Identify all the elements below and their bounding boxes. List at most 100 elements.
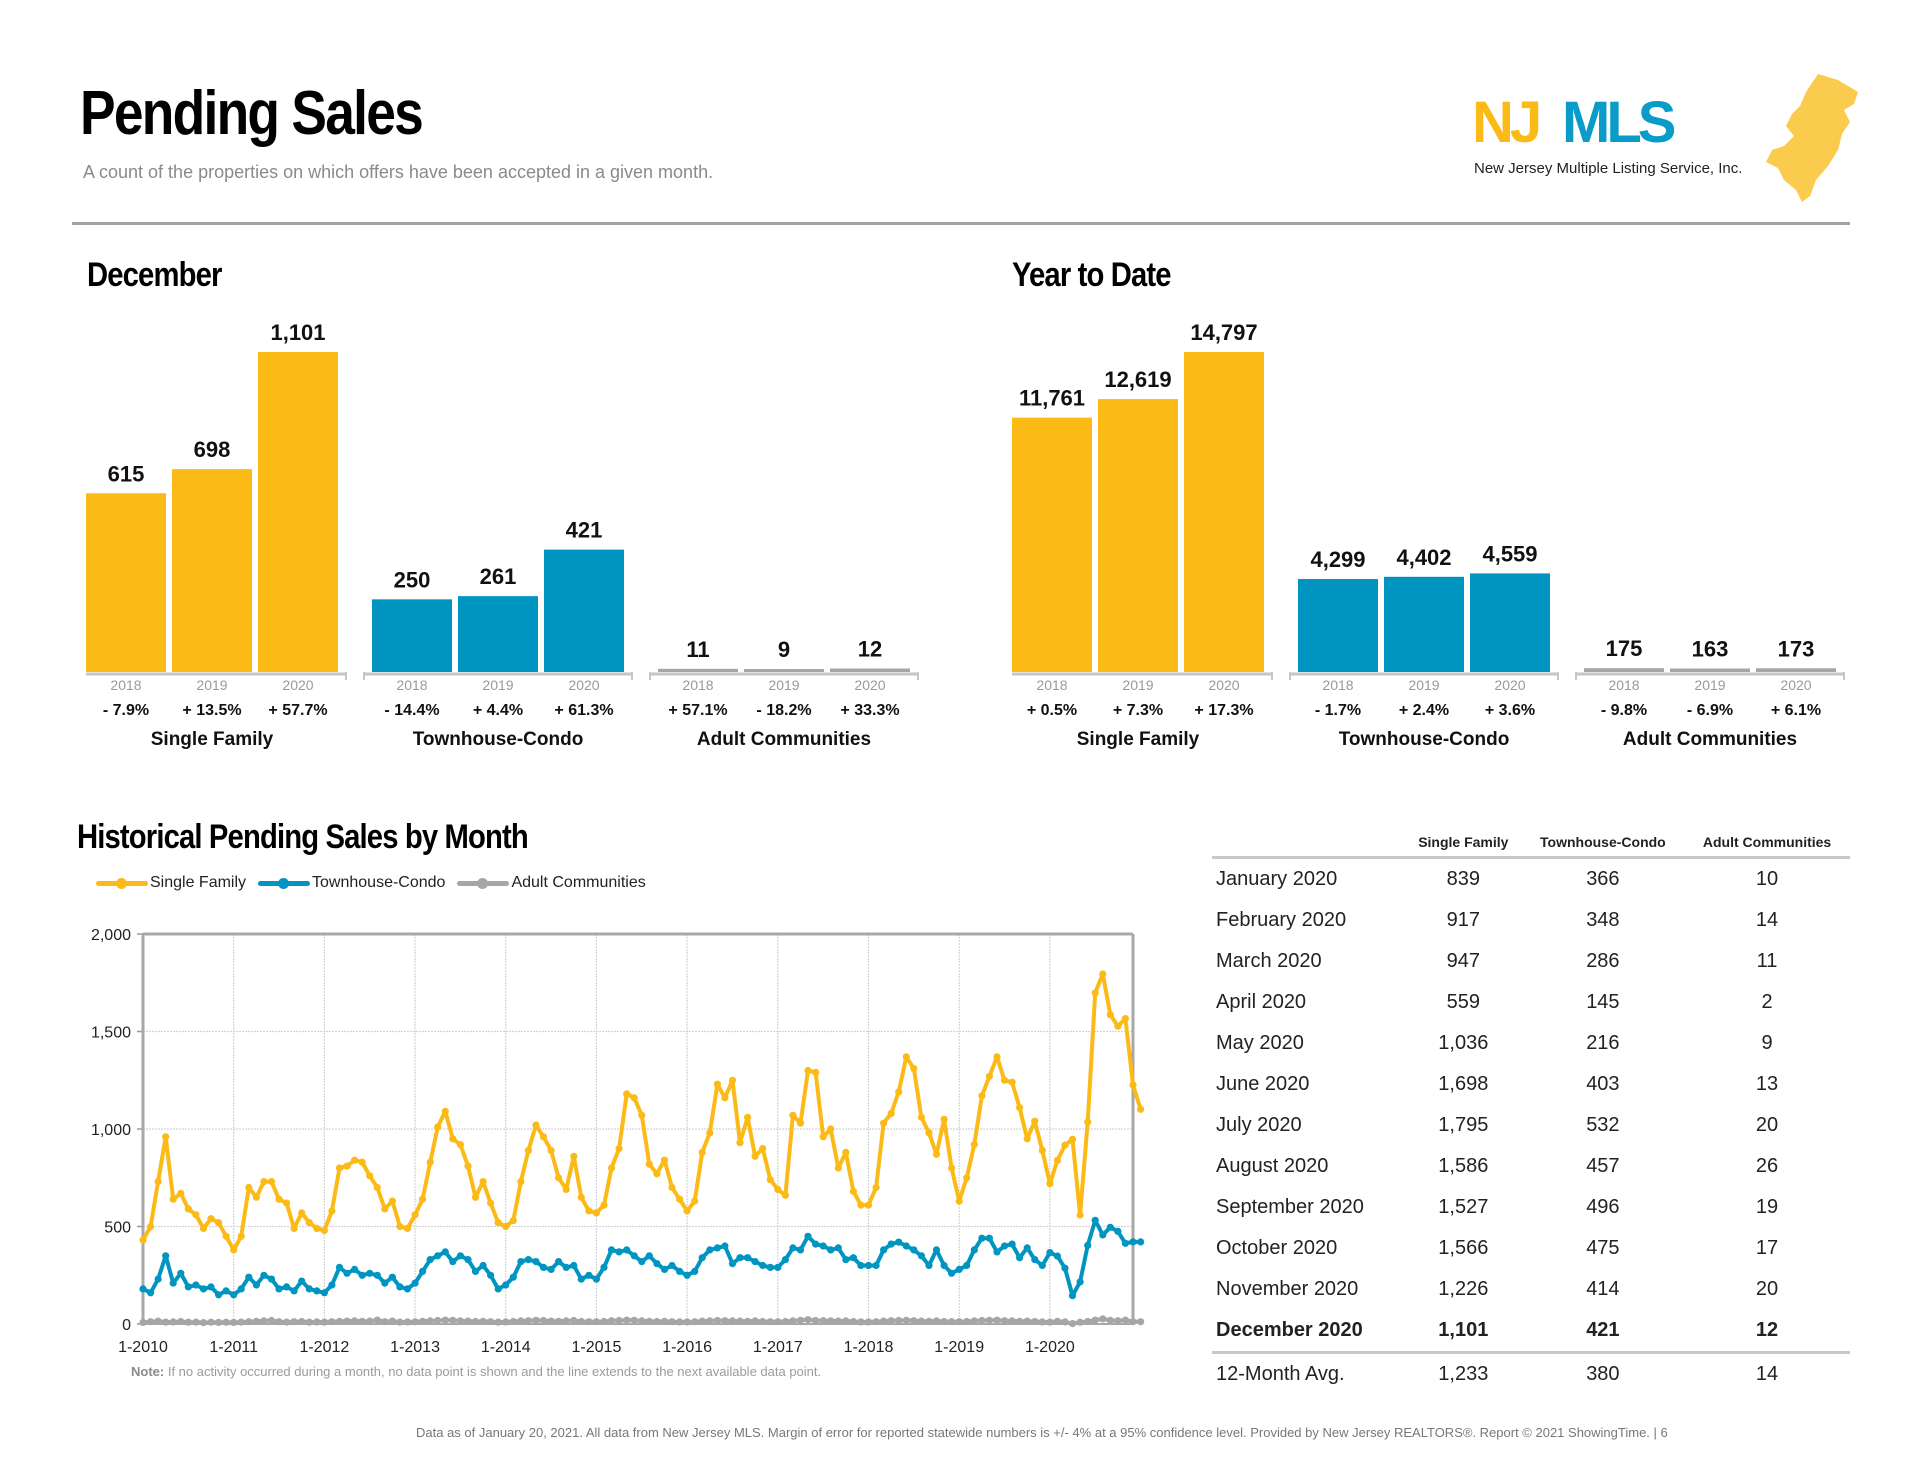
data-point: [970, 1141, 978, 1149]
data-point: [721, 1094, 729, 1102]
data-point: [1031, 1317, 1039, 1326]
data-point: [849, 1317, 858, 1326]
data-point: [1137, 1105, 1145, 1113]
data-point: [948, 1318, 956, 1326]
table-cell: 286: [1586, 950, 1620, 972]
table-cell: 457: [1586, 1155, 1620, 1177]
data-point: [615, 1248, 623, 1256]
data-point: [623, 1316, 631, 1324]
data-point: [502, 1318, 510, 1326]
series-townhouse-condo: [139, 1216, 1145, 1300]
data-point: [630, 1252, 638, 1260]
y-tick-label: 2,000: [91, 927, 131, 944]
data-point: [532, 1316, 540, 1324]
data-point: [1121, 1015, 1129, 1023]
table-row: September 2020 1,527 496 19: [1212, 1187, 1850, 1228]
bar-value-label: 11,761: [1019, 386, 1085, 411]
data-point: [638, 1258, 646, 1266]
data-point: [1121, 1239, 1129, 1247]
data-point: [434, 1316, 442, 1325]
table-cell: 13: [1755, 1073, 1779, 1095]
data-point: [698, 1148, 706, 1156]
data-point: [275, 1285, 283, 1293]
data-point: [305, 1285, 313, 1293]
data-point: [857, 1318, 865, 1326]
data-point: [925, 1129, 933, 1137]
data-point: [343, 1162, 351, 1170]
data-point: [154, 1275, 162, 1283]
december-heading: December: [87, 256, 222, 294]
data-point: [1129, 1318, 1137, 1326]
x-tick-label: 1-2013: [390, 1339, 440, 1356]
data-point: [902, 1242, 910, 1250]
data-point: [948, 1269, 956, 1277]
data-point: [154, 1178, 162, 1186]
bar-year-label: 2019: [196, 677, 227, 693]
data-point: [487, 1271, 495, 1279]
data-point: [706, 1246, 714, 1254]
bar-value-label: 173: [1778, 636, 1815, 661]
bar-year-label: 2020: [568, 677, 599, 693]
data-point: [396, 1283, 404, 1291]
data-point: [1137, 1238, 1145, 1246]
data-point: [373, 1271, 381, 1279]
table-header-row: Single Family Townhouse-Condo Adult Comm…: [1212, 828, 1850, 859]
data-point: [751, 1152, 759, 1160]
data-point: [230, 1246, 238, 1254]
data-point: [1053, 1252, 1061, 1260]
bar-year-label: 2019: [1408, 677, 1439, 693]
data-point: [842, 1317, 850, 1325]
data-point: [267, 1178, 276, 1186]
bar-single-family-2019: [172, 469, 252, 672]
table-cell: 2: [1761, 991, 1773, 1013]
data-point: [932, 1150, 941, 1158]
data-point: [494, 1285, 502, 1293]
data-point: [1038, 1146, 1046, 1154]
data-point: [774, 1185, 782, 1193]
bar-adult-communities-2020: [1756, 668, 1836, 672]
table-cell: 348: [1586, 909, 1620, 931]
data-point: [887, 1317, 895, 1325]
x-tick-label: 1-2019: [934, 1339, 984, 1356]
data-point: [419, 1267, 427, 1275]
table-row: July 2020 1,795 532 20: [1212, 1105, 1850, 1146]
data-point: [290, 1287, 298, 1295]
data-point: [1000, 1242, 1009, 1250]
data-point: [290, 1224, 298, 1232]
data-point: [932, 1246, 941, 1254]
data-point: [872, 1318, 880, 1326]
table-cell: 1,795: [1438, 1114, 1489, 1136]
data-point: [343, 1269, 351, 1277]
data-point: [751, 1258, 759, 1266]
data-point: [1114, 1227, 1122, 1235]
data-point: [147, 1222, 155, 1231]
table-cell: 1,226: [1438, 1278, 1489, 1300]
data-point: [570, 1261, 578, 1270]
data-point: [1099, 1315, 1107, 1323]
chart-note: Note: If no activity occurred during a m…: [131, 1364, 821, 1379]
data-point: [562, 1317, 570, 1325]
table-cell: 1,036: [1438, 1032, 1489, 1054]
data-point: [449, 1316, 457, 1324]
series-single-family: [139, 970, 1145, 1254]
data-point: [728, 1076, 737, 1084]
data-point: [366, 1269, 374, 1277]
y-tick-label: 1,000: [91, 1122, 131, 1139]
bar-value-label: 4,559: [1482, 541, 1537, 566]
data-point: [819, 1242, 827, 1250]
monthly-table: Single Family Townhouse-Condo Adult Comm…: [1212, 828, 1850, 1395]
data-point: [728, 1260, 737, 1268]
data-point: [759, 1261, 767, 1270]
data-point: [199, 1319, 208, 1327]
group-label-single-family: Single Family: [151, 729, 274, 750]
data-point: [607, 1317, 616, 1325]
data-point: [252, 1281, 260, 1289]
data-point: [192, 1318, 200, 1326]
bar-change-label: + 7.3%: [1113, 702, 1163, 719]
data-point: [177, 1189, 185, 1197]
data-point: [1031, 1117, 1039, 1125]
data-point: [804, 1232, 812, 1240]
data-point: [562, 1185, 570, 1193]
data-point: [744, 1113, 752, 1121]
data-point: [1091, 989, 1099, 997]
